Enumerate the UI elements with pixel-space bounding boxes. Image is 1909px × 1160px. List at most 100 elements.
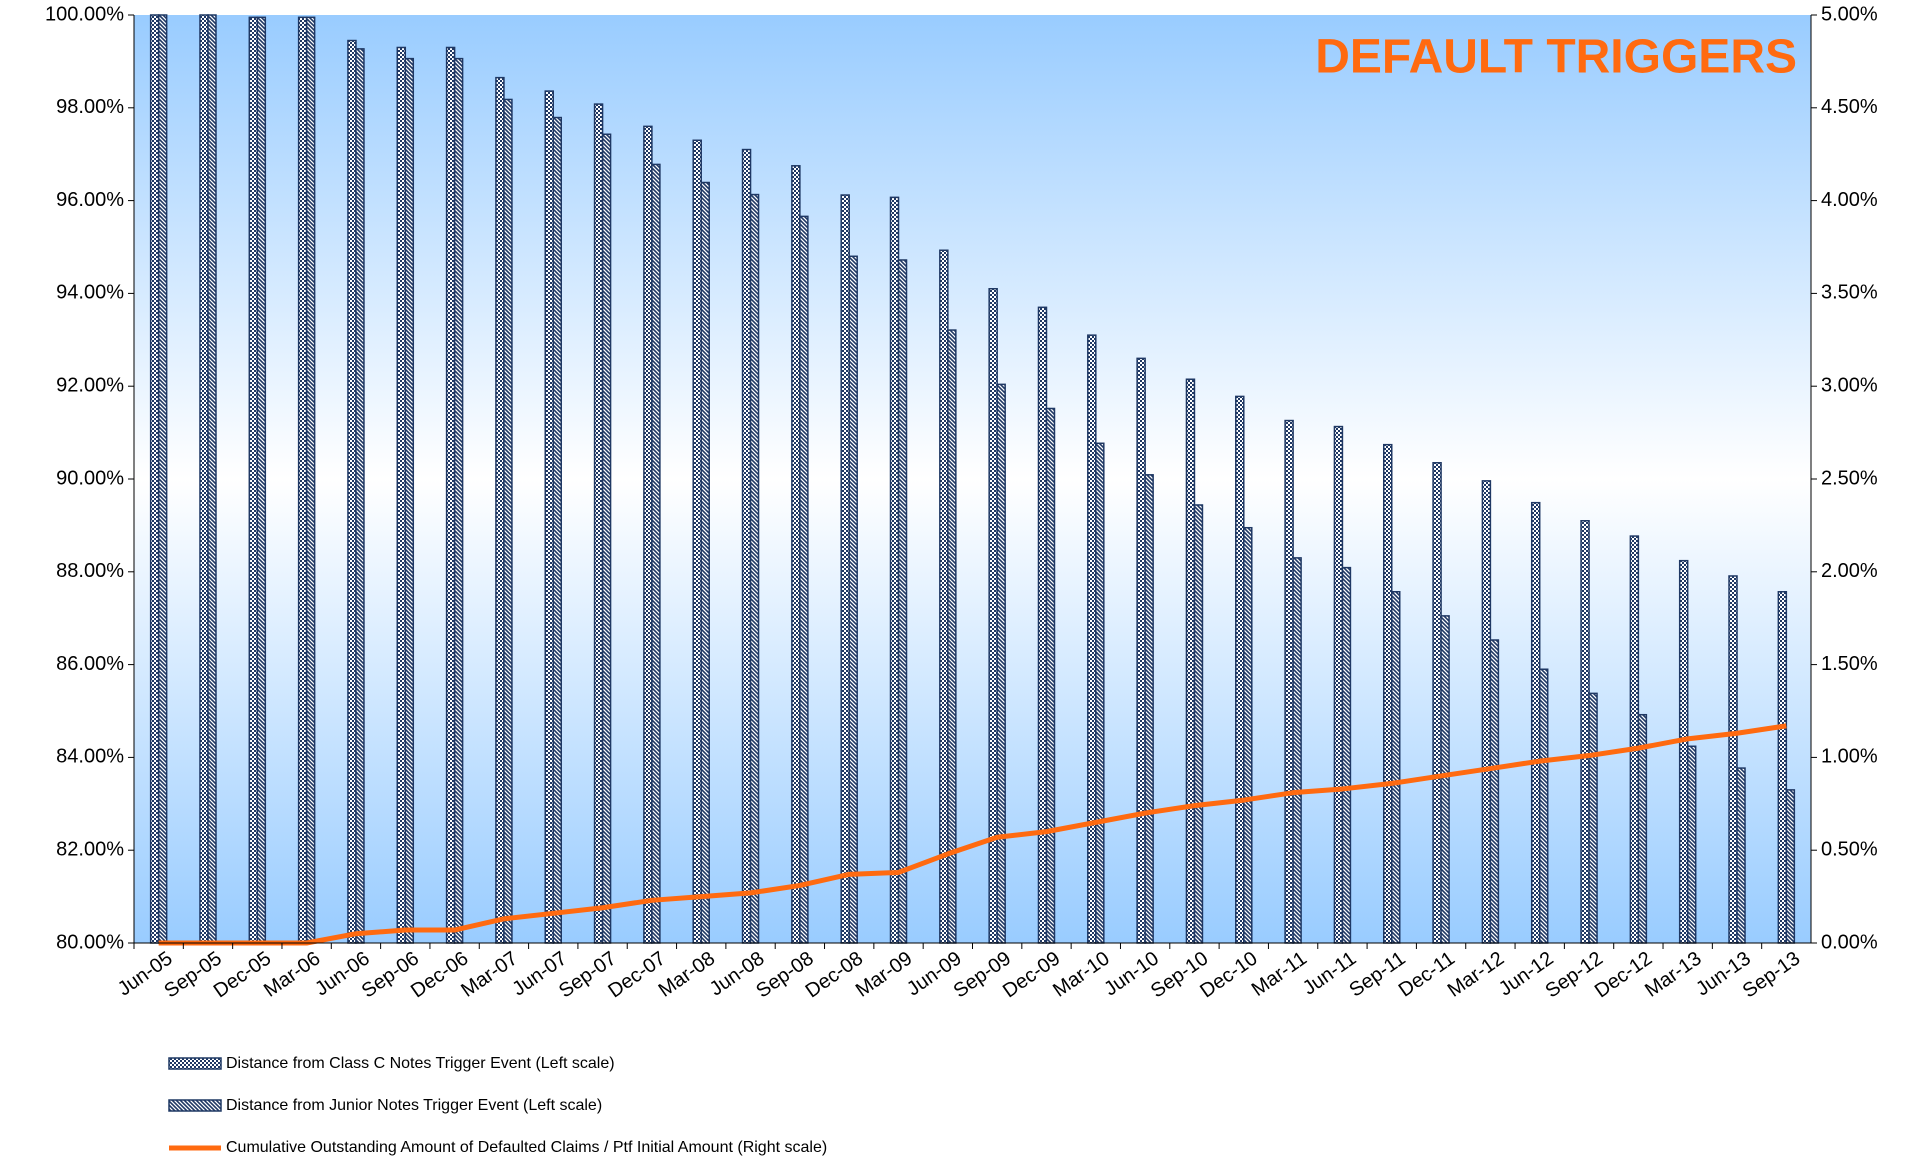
x-tick-label: Dec-07 [604,947,669,1002]
y2-tick-label: 0.50% [1821,838,1878,860]
x-tick-label: Dec-08 [802,947,867,1002]
bar [1440,615,1450,944]
bar [741,148,752,944]
legend-swatch [168,1057,222,1070]
y-tick-label: 82.00% [56,838,124,860]
x-tick-label: Dec-12 [1591,947,1656,1002]
x-tick-label: Dec-10 [1196,947,1261,1002]
x-tick-label: Sep-11 [1345,947,1409,1001]
x-tick-label: Mar-06 [260,947,325,1001]
legend-label: Distance from Junior Notes Trigger Event… [226,1097,602,1114]
plot-area [134,15,1811,943]
bar [651,163,661,944]
x-tick-label: Dec-06 [407,947,472,1002]
bar [396,46,407,944]
bar [1686,745,1697,944]
bar [1292,557,1302,944]
y-tick-label: 98.00% [56,96,124,118]
bar [1045,407,1056,944]
y2-tick-label: 1.50% [1821,653,1878,675]
bar [1235,395,1245,944]
y2-tick-label: 2.00% [1821,560,1878,582]
x-tick-label: Mar-08 [655,947,720,1001]
y2-tick-label: 4.50% [1821,96,1878,118]
bar [297,16,308,944]
bar [1538,668,1549,944]
y-tick-label: 86.00% [56,653,124,675]
bar [1588,692,1598,944]
x-tick-label: Mar-07 [457,947,522,1001]
y-tick-label: 90.00% [56,467,124,489]
bar [1530,501,1541,944]
bar [1037,306,1048,944]
bar [199,14,209,944]
bar [1185,378,1196,944]
bar [1489,639,1500,944]
bar [799,215,809,944]
y-tick-label: 100.00% [45,3,124,25]
bar [848,255,858,944]
bar [1193,504,1204,944]
bar [495,76,505,944]
x-tick-label: Mar-10 [1049,947,1114,1001]
bar [1144,474,1154,944]
bar [593,103,604,944]
bar [1777,591,1788,944]
chart-title: DEFAULT TRIGGERS [1315,31,1797,84]
bar [157,14,168,944]
bar [544,90,554,944]
y2-tick-label: 5.00% [1821,3,1878,25]
y-tick-label: 84.00% [56,746,124,768]
x-tick-label: Mar-12 [1444,947,1509,1001]
legend-label: Cumulative Outstanding Amount of Default… [226,1139,827,1156]
bar [404,57,415,944]
bar [700,181,710,944]
bar [305,16,316,944]
bar [1087,334,1097,944]
y-tick-label: 94.00% [56,282,124,304]
bar [453,57,464,944]
x-tick-label: Dec-09 [999,947,1064,1002]
bar [1580,520,1590,944]
bar [996,383,1006,944]
y-tick-label: 80.00% [56,931,124,953]
bar [749,193,760,944]
x-tick-label: Sep-13 [1739,947,1804,1002]
y-tick-label: 96.00% [56,189,124,211]
bar [988,288,998,944]
bar [1728,575,1738,944]
y-tick-label: 88.00% [56,560,124,582]
bar [1341,566,1352,944]
y2-tick-label: 2.50% [1821,467,1878,489]
bar [791,165,801,944]
bar [248,16,259,944]
bar [149,14,160,944]
bar [643,125,653,944]
bar [1136,357,1146,944]
bar [1629,535,1640,944]
bar [256,16,267,944]
x-tick-label: Mar-13 [1641,947,1706,1001]
bar [1095,442,1105,944]
y2-tick-label: 1.00% [1821,746,1878,768]
bar [347,39,357,944]
bar [1432,462,1442,944]
x-tick-label: Mar-11 [1248,947,1311,1001]
x-tick-label: Dec-05 [210,947,275,1002]
bar [207,14,217,944]
bar [1391,591,1401,944]
bar [1678,559,1689,944]
bar [601,133,612,944]
bar [1785,789,1796,944]
bar [1481,480,1492,944]
bar [897,259,908,944]
bar [1333,425,1344,944]
bar [355,48,365,944]
y2-tick-label: 3.00% [1821,374,1878,396]
y2-tick-label: 0.00% [1821,931,1878,953]
bar [692,139,702,944]
x-tick-label: Mar-09 [852,947,917,1001]
bar [1736,767,1746,944]
line [158,723,1787,946]
